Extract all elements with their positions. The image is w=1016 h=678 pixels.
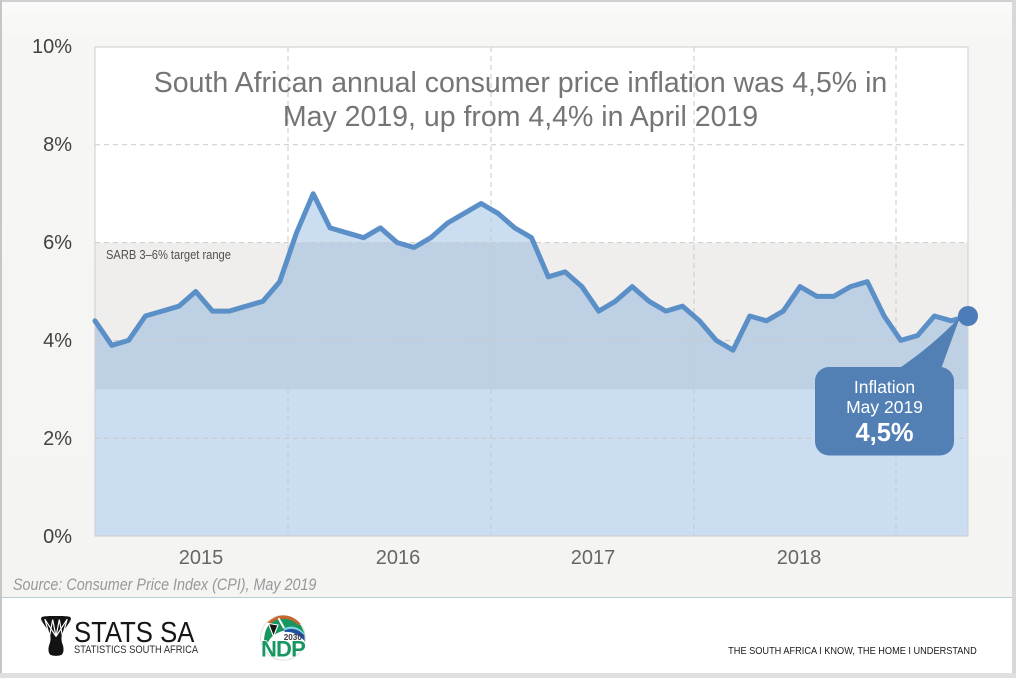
svg-text:NDP: NDP [261,636,305,661]
svg-text:2030: 2030 [284,633,303,642]
